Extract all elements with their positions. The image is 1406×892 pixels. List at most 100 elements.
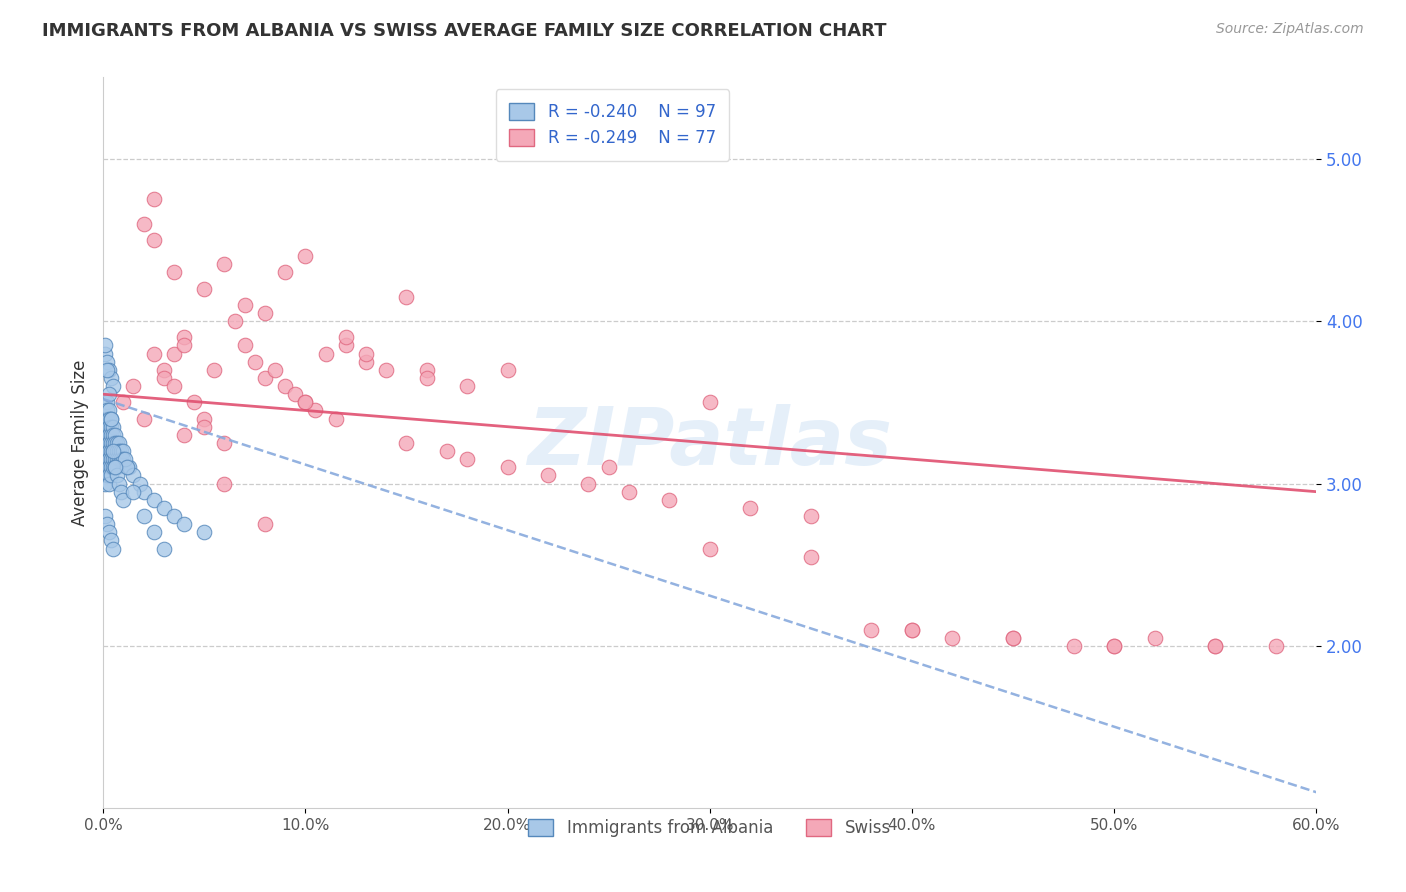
Point — [202, 363, 225, 377]
Point — [104, 460, 127, 475]
Point — [104, 444, 127, 458]
Point — [1001, 631, 1024, 645]
Point — [193, 411, 215, 425]
Text: ZIPatlas: ZIPatlas — [527, 404, 893, 482]
Point — [173, 427, 195, 442]
Point — [96, 460, 118, 475]
Point — [98, 387, 121, 401]
Point — [100, 444, 122, 458]
Point — [96, 427, 118, 442]
Point — [132, 484, 155, 499]
Point — [104, 452, 127, 467]
Point — [94, 444, 117, 458]
Point — [163, 509, 186, 524]
Point — [142, 233, 165, 247]
Point — [128, 476, 150, 491]
Point — [105, 468, 128, 483]
Point — [1204, 639, 1226, 653]
Point — [173, 338, 195, 352]
Point — [98, 460, 121, 475]
Point — [142, 492, 165, 507]
Point — [163, 379, 186, 393]
Legend: Immigrants from Albania, Swiss: Immigrants from Albania, Swiss — [522, 813, 897, 844]
Point — [112, 452, 135, 467]
Point — [1063, 639, 1085, 653]
Point — [110, 484, 132, 499]
Point — [100, 452, 122, 467]
Point — [395, 290, 418, 304]
Point — [103, 444, 125, 458]
Point — [1264, 639, 1286, 653]
Point — [117, 460, 139, 475]
Point — [233, 298, 256, 312]
Point — [617, 484, 640, 499]
Point — [94, 346, 117, 360]
Point — [274, 265, 297, 279]
Point — [415, 363, 437, 377]
Point — [253, 517, 276, 532]
Point — [112, 444, 135, 458]
Point — [98, 468, 121, 483]
Point — [214, 257, 236, 271]
Point — [118, 460, 141, 475]
Point — [415, 371, 437, 385]
Point — [315, 346, 337, 360]
Point — [253, 306, 276, 320]
Point — [274, 379, 297, 393]
Point — [699, 395, 721, 409]
Point — [163, 346, 186, 360]
Point — [98, 419, 121, 434]
Point — [800, 549, 823, 564]
Point — [740, 500, 762, 515]
Point — [152, 371, 174, 385]
Point — [105, 436, 128, 450]
Point — [103, 452, 125, 467]
Point — [96, 355, 118, 369]
Point — [108, 452, 131, 467]
Point — [122, 468, 145, 483]
Point — [576, 476, 599, 491]
Point — [901, 623, 924, 637]
Point — [122, 484, 145, 499]
Point — [103, 436, 125, 450]
Point — [98, 452, 121, 467]
Point — [100, 419, 122, 434]
Point — [496, 460, 519, 475]
Point — [96, 444, 118, 458]
Point — [108, 436, 131, 450]
Point — [901, 623, 924, 637]
Point — [436, 444, 458, 458]
Point — [142, 346, 165, 360]
Point — [105, 444, 128, 458]
Point — [142, 192, 165, 206]
Point — [456, 452, 478, 467]
Point — [114, 452, 136, 467]
Point — [103, 444, 125, 458]
Point — [94, 395, 117, 409]
Point — [354, 346, 377, 360]
Point — [108, 444, 131, 458]
Point — [142, 525, 165, 540]
Point — [800, 509, 823, 524]
Y-axis label: Average Family Size: Average Family Size — [72, 359, 89, 526]
Point — [395, 436, 418, 450]
Point — [294, 395, 316, 409]
Point — [193, 282, 215, 296]
Point — [496, 363, 519, 377]
Point — [96, 411, 118, 425]
Point — [96, 395, 118, 409]
Point — [699, 541, 721, 556]
Point — [100, 371, 122, 385]
Point — [658, 492, 681, 507]
Point — [152, 500, 174, 515]
Point — [96, 403, 118, 417]
Point — [537, 468, 560, 483]
Point — [98, 411, 121, 425]
Point — [94, 338, 117, 352]
Point — [193, 419, 215, 434]
Point — [94, 476, 117, 491]
Point — [354, 355, 377, 369]
Point — [96, 517, 118, 532]
Point — [110, 452, 132, 467]
Point — [98, 363, 121, 377]
